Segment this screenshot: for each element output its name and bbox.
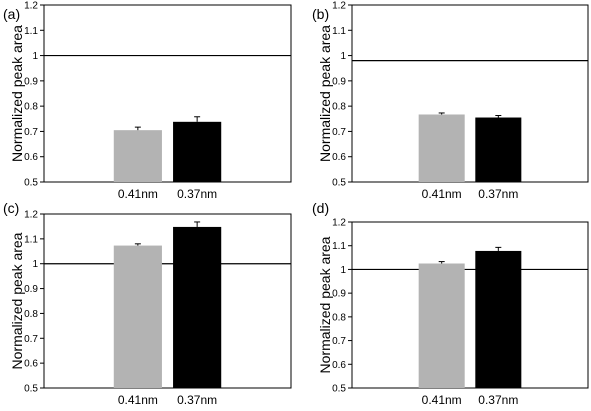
y-tick-label: 1.1 (24, 234, 38, 245)
y-tick-label: 0.5 (24, 384, 38, 395)
y-tick-label: 0.5 (332, 384, 346, 395)
y-axis-label: Normalized peak area (9, 25, 25, 162)
y-tick-label: 1 (340, 265, 346, 276)
x-category-label: 0.41nm (422, 393, 462, 407)
y-tick-label: 0.7 (332, 336, 346, 347)
plot-frame (43, 213, 292, 389)
x-category-label: 0.37nm (177, 393, 217, 407)
chart-panel-2: (b) Normalized peak area 0.5 0.6 0.7 0.8 0.9 1 1… (312, 1, 589, 201)
bar-0.41nm (113, 245, 162, 388)
bar-0.37nm (173, 121, 222, 182)
x-category-label: 0.37nm (177, 187, 217, 201)
y-tick-label: 1.2 (24, 1, 38, 12)
bar-0.37nm (475, 117, 522, 182)
x-category-label: 0.37nm (478, 187, 518, 201)
bar-0.41nm (113, 130, 162, 182)
y-tick-label: 1.1 (24, 26, 38, 37)
panel-label: (d) (312, 200, 329, 216)
y-tick-label: 1.2 (332, 218, 346, 229)
y-tick-label: 1.1 (332, 26, 346, 37)
bar-0.41nm (418, 114, 465, 182)
panel-label: (b) (312, 6, 329, 22)
y-tick-label: 0.5 (24, 178, 38, 189)
plot-frame (351, 221, 589, 389)
x-category-label: 0.37nm (478, 393, 518, 407)
panel-label: (a) (3, 6, 20, 22)
y-tick-label: 0.9 (24, 284, 38, 295)
y-tick-label: 1 (32, 259, 38, 270)
y-tick-label: 0.9 (24, 76, 38, 87)
y-tick-label: 0.7 (24, 334, 38, 345)
chart-panel-4: (d) Normalized peak area 0.5 0.6 0.7 0.8 0.9 1 1… (312, 200, 589, 407)
y-axis-label: Normalized peak area (317, 236, 333, 373)
y-tick-label: 0.6 (24, 152, 38, 163)
y-axis-label: Normalized peak area (9, 232, 25, 369)
chart-panel-3: (c) Normalized peak area 0.5 0.6 0.7 0.8 0.9 1 1… (3, 200, 292, 407)
y-tick-label: 0.9 (332, 289, 346, 300)
y-tick-label: 0.8 (24, 309, 38, 320)
y-tick-label: 0.7 (24, 127, 38, 138)
y-tick-label: 0.8 (332, 312, 346, 323)
x-category-label: 0.41nm (422, 187, 462, 201)
y-tick-label: 0.6 (332, 360, 346, 371)
bar-0.37nm (475, 250, 522, 388)
y-tick-label: 0.5 (332, 178, 346, 189)
x-category-label: 0.41nm (118, 187, 158, 201)
y-tick-label: 1.2 (332, 1, 346, 12)
plot-frame (43, 4, 292, 183)
plot-frame (351, 4, 589, 183)
y-tick-label: 1.2 (24, 210, 38, 221)
y-tick-label: 0.9 (332, 76, 346, 87)
bar-0.41nm (418, 263, 465, 388)
bar-0.37nm (173, 226, 222, 388)
y-axis-label: Normalized peak area (317, 25, 333, 162)
y-tick-label: 0.8 (332, 102, 346, 113)
y-tick-label: 0.8 (24, 102, 38, 113)
y-tick-label: 0.6 (332, 152, 346, 163)
y-tick-label: 1.1 (332, 241, 346, 252)
panel-label: (c) (3, 200, 19, 216)
y-tick-label: 1 (340, 51, 346, 62)
y-tick-label: 0.6 (24, 359, 38, 370)
y-tick-label: 1 (32, 51, 38, 62)
y-tick-label: 0.7 (332, 127, 346, 138)
chart-panel-1: (a) Normalized peak area 0.5 0.6 0.7 0.8 0.9 1 1… (3, 1, 292, 201)
x-category-label: 0.41nm (118, 393, 158, 407)
